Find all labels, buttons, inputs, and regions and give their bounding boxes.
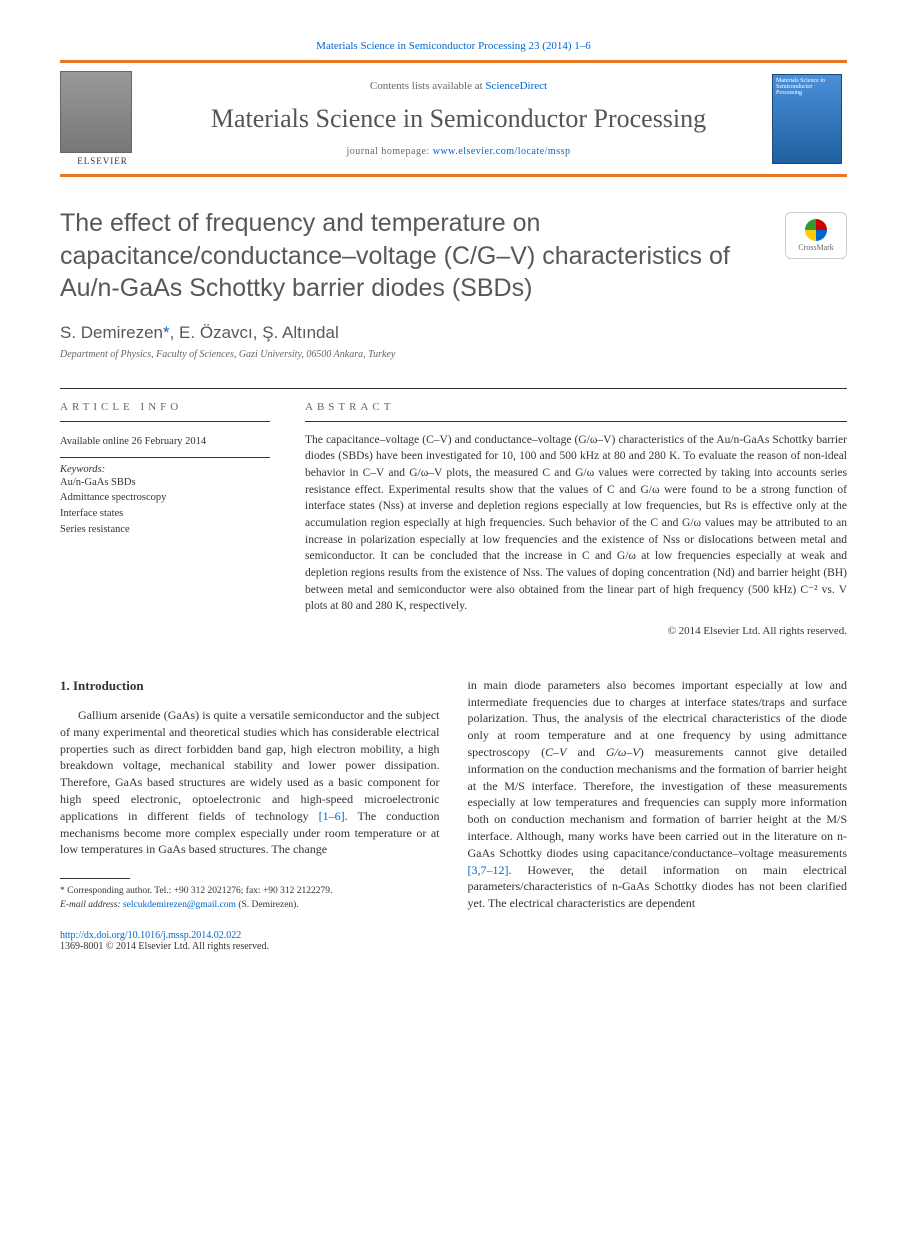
article-info-column: ARTICLE INFO Available online 26 Februar…: [60, 389, 270, 637]
body-paragraph-2: in main diode parameters also becomes im…: [468, 677, 848, 912]
body-column-left: 1. Introduction Gallium arsenide (GaAs) …: [60, 677, 440, 912]
page-footer: http://dx.doi.org/10.1016/j.mssp.2014.02…: [60, 930, 847, 952]
ref-link-3-7-12[interactable]: [3,7–12]: [468, 863, 509, 877]
body-columns: 1. Introduction Gallium arsenide (GaAs) …: [60, 677, 847, 912]
elsevier-tree-icon: [60, 71, 132, 153]
email-name: (S. Demirezen).: [236, 900, 299, 910]
journal-homepage: journal homepage: www.elsevier.com/locat…: [145, 146, 772, 157]
contents-prefix: Contents lists available at: [370, 80, 485, 92]
crossmark-label: CrossMark: [798, 243, 834, 252]
corresponding-author-footnote: * Corresponding author. Tel.: +90 312 20…: [60, 885, 440, 898]
abstract-copyright: © 2014 Elsevier Ltd. All rights reserved…: [305, 625, 847, 637]
body-column-right: in main diode parameters also becomes im…: [468, 677, 848, 912]
doi-link[interactable]: http://dx.doi.org/10.1016/j.mssp.2014.02…: [60, 930, 241, 941]
publisher-name: ELSEVIER: [60, 156, 145, 166]
sciencedirect-link[interactable]: ScienceDirect: [485, 80, 547, 92]
page: Materials Science in Semiconductor Proce…: [0, 0, 907, 992]
email-label: E-mail address:: [60, 900, 123, 910]
homepage-prefix: journal homepage:: [347, 146, 433, 157]
corresponding-star-icon: *: [163, 323, 170, 342]
section-number: 1.: [60, 678, 70, 693]
authors: S. Demirezen*, E. Özavcı, Ş. Altındal: [60, 323, 847, 343]
crossmark-icon: [805, 219, 827, 241]
ref-link-1-6[interactable]: [1–6]: [319, 809, 345, 823]
abstract-column: ABSTRACT The capacitance–voltage (C–V) a…: [305, 389, 847, 637]
article-title: The effect of frequency and temperature …: [60, 207, 767, 305]
keyword-1: Au/n-GaAs SBDs: [60, 475, 270, 491]
title-block: CrossMark The effect of frequency and te…: [60, 207, 847, 360]
section-title: Introduction: [73, 678, 144, 693]
keyword-2: Admittance spectroscopy: [60, 490, 270, 506]
abstract-text: The capacitance–voltage (C–V) and conduc…: [305, 432, 847, 615]
article-info-label: ARTICLE INFO: [60, 389, 270, 422]
citation-line: Materials Science in Semiconductor Proce…: [60, 40, 847, 52]
keyword-3: Interface states: [60, 506, 270, 522]
footnote-separator: [60, 878, 130, 879]
keywords-label: Keywords:: [60, 457, 270, 475]
crossmark-badge[interactable]: CrossMark: [785, 212, 847, 259]
info-abstract-row: ARTICLE INFO Available online 26 Februar…: [60, 388, 847, 637]
cover-thumb-block: Materials Science in Semiconductor Proce…: [772, 74, 847, 164]
keyword-4: Series resistance: [60, 522, 270, 538]
publisher-logo-block: ELSEVIER: [60, 71, 145, 166]
section-heading: 1. Introduction: [60, 677, 440, 695]
issn-line: 1369-8001 © 2014 Elsevier Ltd. All right…: [60, 941, 269, 952]
affiliation: Department of Physics, Faculty of Scienc…: [60, 349, 847, 360]
abstract-label: ABSTRACT: [305, 389, 847, 422]
banner-center: Contents lists available at ScienceDirec…: [145, 80, 772, 157]
journal-banner: ELSEVIER Contents lists available at Sci…: [60, 60, 847, 177]
email-link[interactable]: selcukdemirezen@gmail.com: [123, 900, 236, 910]
author-list: S. Demirezen*, E. Özavcı, Ş. Altındal: [60, 323, 339, 342]
body-paragraph-1: Gallium arsenide (GaAs) is quite a versa…: [60, 707, 440, 858]
homepage-link[interactable]: www.elsevier.com/locate/mssp: [433, 146, 571, 157]
journal-cover-icon: Materials Science in Semiconductor Proce…: [772, 74, 842, 164]
journal-title: Materials Science in Semiconductor Proce…: [145, 104, 772, 134]
email-footnote: E-mail address: selcukdemirezen@gmail.co…: [60, 899, 440, 912]
contents-available: Contents lists available at ScienceDirec…: [145, 80, 772, 92]
available-online: Available online 26 February 2014: [60, 432, 270, 451]
